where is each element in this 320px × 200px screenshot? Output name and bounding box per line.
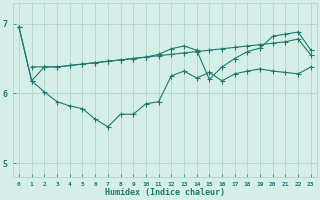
X-axis label: Humidex (Indice chaleur): Humidex (Indice chaleur)	[105, 188, 225, 197]
